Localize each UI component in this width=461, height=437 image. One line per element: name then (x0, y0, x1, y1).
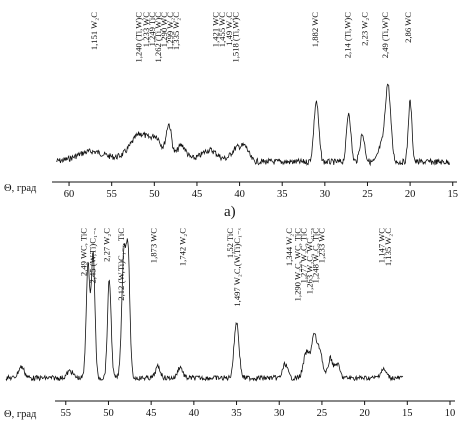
peak-annotation: 2,12 (W,Ti)C₁₋ₓ, TiC (116, 228, 126, 301)
peak-annotation: 1,135 W₂C (383, 228, 393, 266)
x-tick-label: 25 (362, 189, 373, 200)
panel-a-label: а) (224, 204, 236, 220)
panel-a-chart: 60 55 50 45 40 35 30 25 20 15 1,151 W₂C 1,240 (Ti,… (4, 12, 458, 220)
panel-b-peak-annotations: 2,49 WC, TiC 2,45 (W,Ti)C₁₋ₓ 2,27 W₂C 2,12 … (78, 228, 393, 307)
peak-annotation: 1,497 W₂C,(W,Ti)C₁₋ₓ (232, 228, 242, 307)
peak-annotation: 1,882 WC (310, 12, 320, 47)
peak-annotation: 2,49 (Ti,W)C (380, 12, 390, 59)
x-tick-label: 25 (317, 408, 328, 419)
panel-b-chart: 55 50 45 40 35 30 25 20 15 10 2,49 WC, TiC 2,45 (W… (4, 228, 455, 420)
peak-annotation: 1,52 TiC (225, 228, 235, 258)
x-tick-label: 55 (61, 408, 72, 419)
x-tick-label: 40 (234, 189, 245, 200)
x-tick-label: 35 (277, 189, 288, 200)
peak-annotation: 1,290 WC (159, 12, 169, 47)
peak-annotation: 1,233 WC (317, 228, 327, 263)
peak-annotation: 1,344 W₂C (284, 228, 294, 266)
x-tick-label: 50 (149, 189, 160, 200)
peak-annotation: 1,49 W₂C (224, 12, 234, 46)
peak-annotation: 1,277 W₂C, TiC (299, 228, 309, 284)
peak-annotation: 1,873 WC (148, 228, 158, 263)
peak-annotation: 2,27 W₂C (101, 228, 111, 262)
peak-annotation: 1,151 W₂C (89, 12, 99, 50)
panel-a-x-ticks: 60 55 50 45 40 35 30 25 20 15 (64, 182, 458, 200)
peak-annotation: 1,263 W₂C, WC₁₋ₓ (305, 228, 315, 295)
x-tick-label: 35 (231, 408, 242, 419)
peak-annotation: 1,233 WC (141, 12, 151, 47)
x-tick-label: 60 (64, 189, 75, 200)
x-tick-label: 45 (192, 189, 203, 200)
x-tick-label: 30 (320, 189, 331, 200)
peak-annotation: 1,455 WC (217, 12, 227, 47)
x-tick-label: 30 (274, 408, 285, 419)
peak-annotation: 1,248 W₂C, TiC (311, 228, 321, 284)
peak-annotation: 1,262 (Ti,W)C (153, 12, 163, 63)
peak-annotation: 1,518 (Ti,W)C (231, 12, 241, 63)
x-tick-label: 50 (103, 408, 114, 419)
panel-a-x-axis-label: Θ, град (4, 183, 37, 194)
panel-b-x-ticks: 55 50 45 40 35 30 25 20 15 10 (61, 401, 456, 419)
peak-annotation: 2,23 W₂C (360, 12, 370, 46)
x-tick-label: 20 (359, 408, 370, 419)
panel-a-peak-annotations: 1,151 W₂C 1,240 (Ti,W)C1,233 WC1,249 TiC1… (89, 12, 413, 63)
peak-annotation: 2,45 (W,Ti)C₁₋ₓ (88, 228, 98, 284)
peak-annotation: 2,86 WC (403, 12, 413, 43)
peak-annotation: 2,14 (Ti,W)C (342, 12, 352, 59)
x-tick-label: 15 (402, 408, 413, 419)
panel-b-x-axis-label: Θ, град (4, 409, 37, 420)
peak-annotation: 1,249 TiC (147, 12, 157, 47)
peak-annotation: 1,147 WC (376, 228, 386, 263)
x-tick-label: 10 (445, 408, 456, 419)
panel-b-diffraction-trace (5, 238, 404, 382)
x-tick-label: 55 (106, 189, 117, 200)
x-tick-label: 40 (189, 408, 200, 419)
x-tick-label: 20 (405, 189, 416, 200)
peak-annotation: 1,290 W₂C, WC, TiC (293, 228, 303, 302)
peak-annotation: 2,49 WC, TiC (78, 228, 88, 276)
x-tick-label: 15 (447, 189, 458, 200)
x-tick-label: 45 (146, 408, 157, 419)
peak-annotation: 1,742 W₂C (177, 228, 187, 266)
peak-annotation: 1,299 W₂C (165, 12, 175, 50)
peak-annotation: 1,335 W₂C (171, 12, 181, 50)
peak-annotation: 1,240 (Ti,W)C (134, 12, 144, 63)
peak-annotation: 1,421 WC (210, 12, 220, 47)
panel-a-diffraction-trace (56, 83, 450, 167)
